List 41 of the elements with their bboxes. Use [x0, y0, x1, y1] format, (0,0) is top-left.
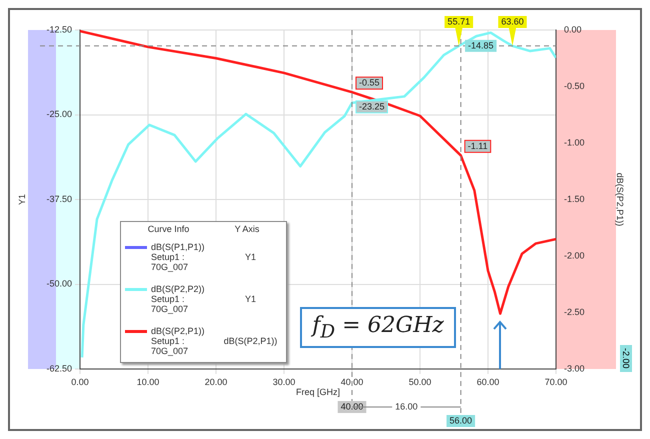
y2-tick-label: -3.00 [564, 363, 585, 374]
annotation: dB(S(P2,P1)) [222, 336, 278, 346]
y2-tick-label: -0.50 [564, 80, 585, 91]
x-tick-label: 30.00 [272, 376, 296, 387]
y-tick-label: -25.00 [46, 109, 72, 120]
data-label: -1.11 [468, 140, 488, 151]
x-tick-label: 50.00 [408, 376, 432, 387]
x-tick-label: 10.00 [136, 376, 160, 387]
x-tick-label: 70.00 [544, 376, 568, 387]
annotation: 55.71 [448, 16, 470, 26]
ref-line-label: 56.00 [450, 415, 472, 426]
y2-tick-label: -1.00 [564, 137, 585, 148]
legend-label: dB(S(P1,P1)) Setup1 : 70G_007 [151, 242, 206, 272]
annotation: f$_{D}$ = 62GHz [300, 307, 456, 348]
y-tick-label: -12.50 [46, 24, 72, 34]
y2-tick-label: -2.50 [564, 306, 585, 317]
annotation: Y1 [244, 252, 257, 262]
y2-axis-title: dB(S(P2,P1)) [615, 172, 626, 226]
text: 16.00 [395, 401, 418, 412]
y2-tick-label: -1.50 [564, 194, 585, 204]
annotation: 63.60 [501, 16, 524, 26]
text: -2.00 [620, 345, 632, 372]
annotation: Y1 [244, 294, 257, 304]
y-tick-label: -50.00 [46, 278, 72, 289]
y2-tick-label: -2.00 [564, 250, 585, 260]
legend-label: dB(S(P2,P1)) Setup1 : 70G_007 [151, 326, 206, 356]
x-tick-label: 0.00 [71, 376, 89, 387]
x-tick-label: 60.00 [476, 376, 500, 387]
legend-title: Curve Info [146, 224, 190, 234]
x-tick-label: 40.00 [340, 376, 364, 387]
ref-line-label: -14.85 [468, 40, 494, 50]
annotation: Y Axis [234, 224, 260, 234]
legend-label: dB(S(P2,P2)) Setup1 : 70G_007 [151, 284, 206, 314]
data-label: -0.55 [359, 78, 380, 88]
x-axis-title: Freq [GHz] [296, 387, 340, 398]
y2-tick-label: 0.00 [564, 24, 582, 34]
x-tick-label: 20.00 [204, 376, 228, 387]
y-axis-title: Y1 [16, 194, 27, 206]
data-label: -23.25 [358, 101, 385, 112]
y-tick-label: -62.50 [46, 363, 72, 374]
y-tick-label: -37.50 [46, 194, 72, 204]
